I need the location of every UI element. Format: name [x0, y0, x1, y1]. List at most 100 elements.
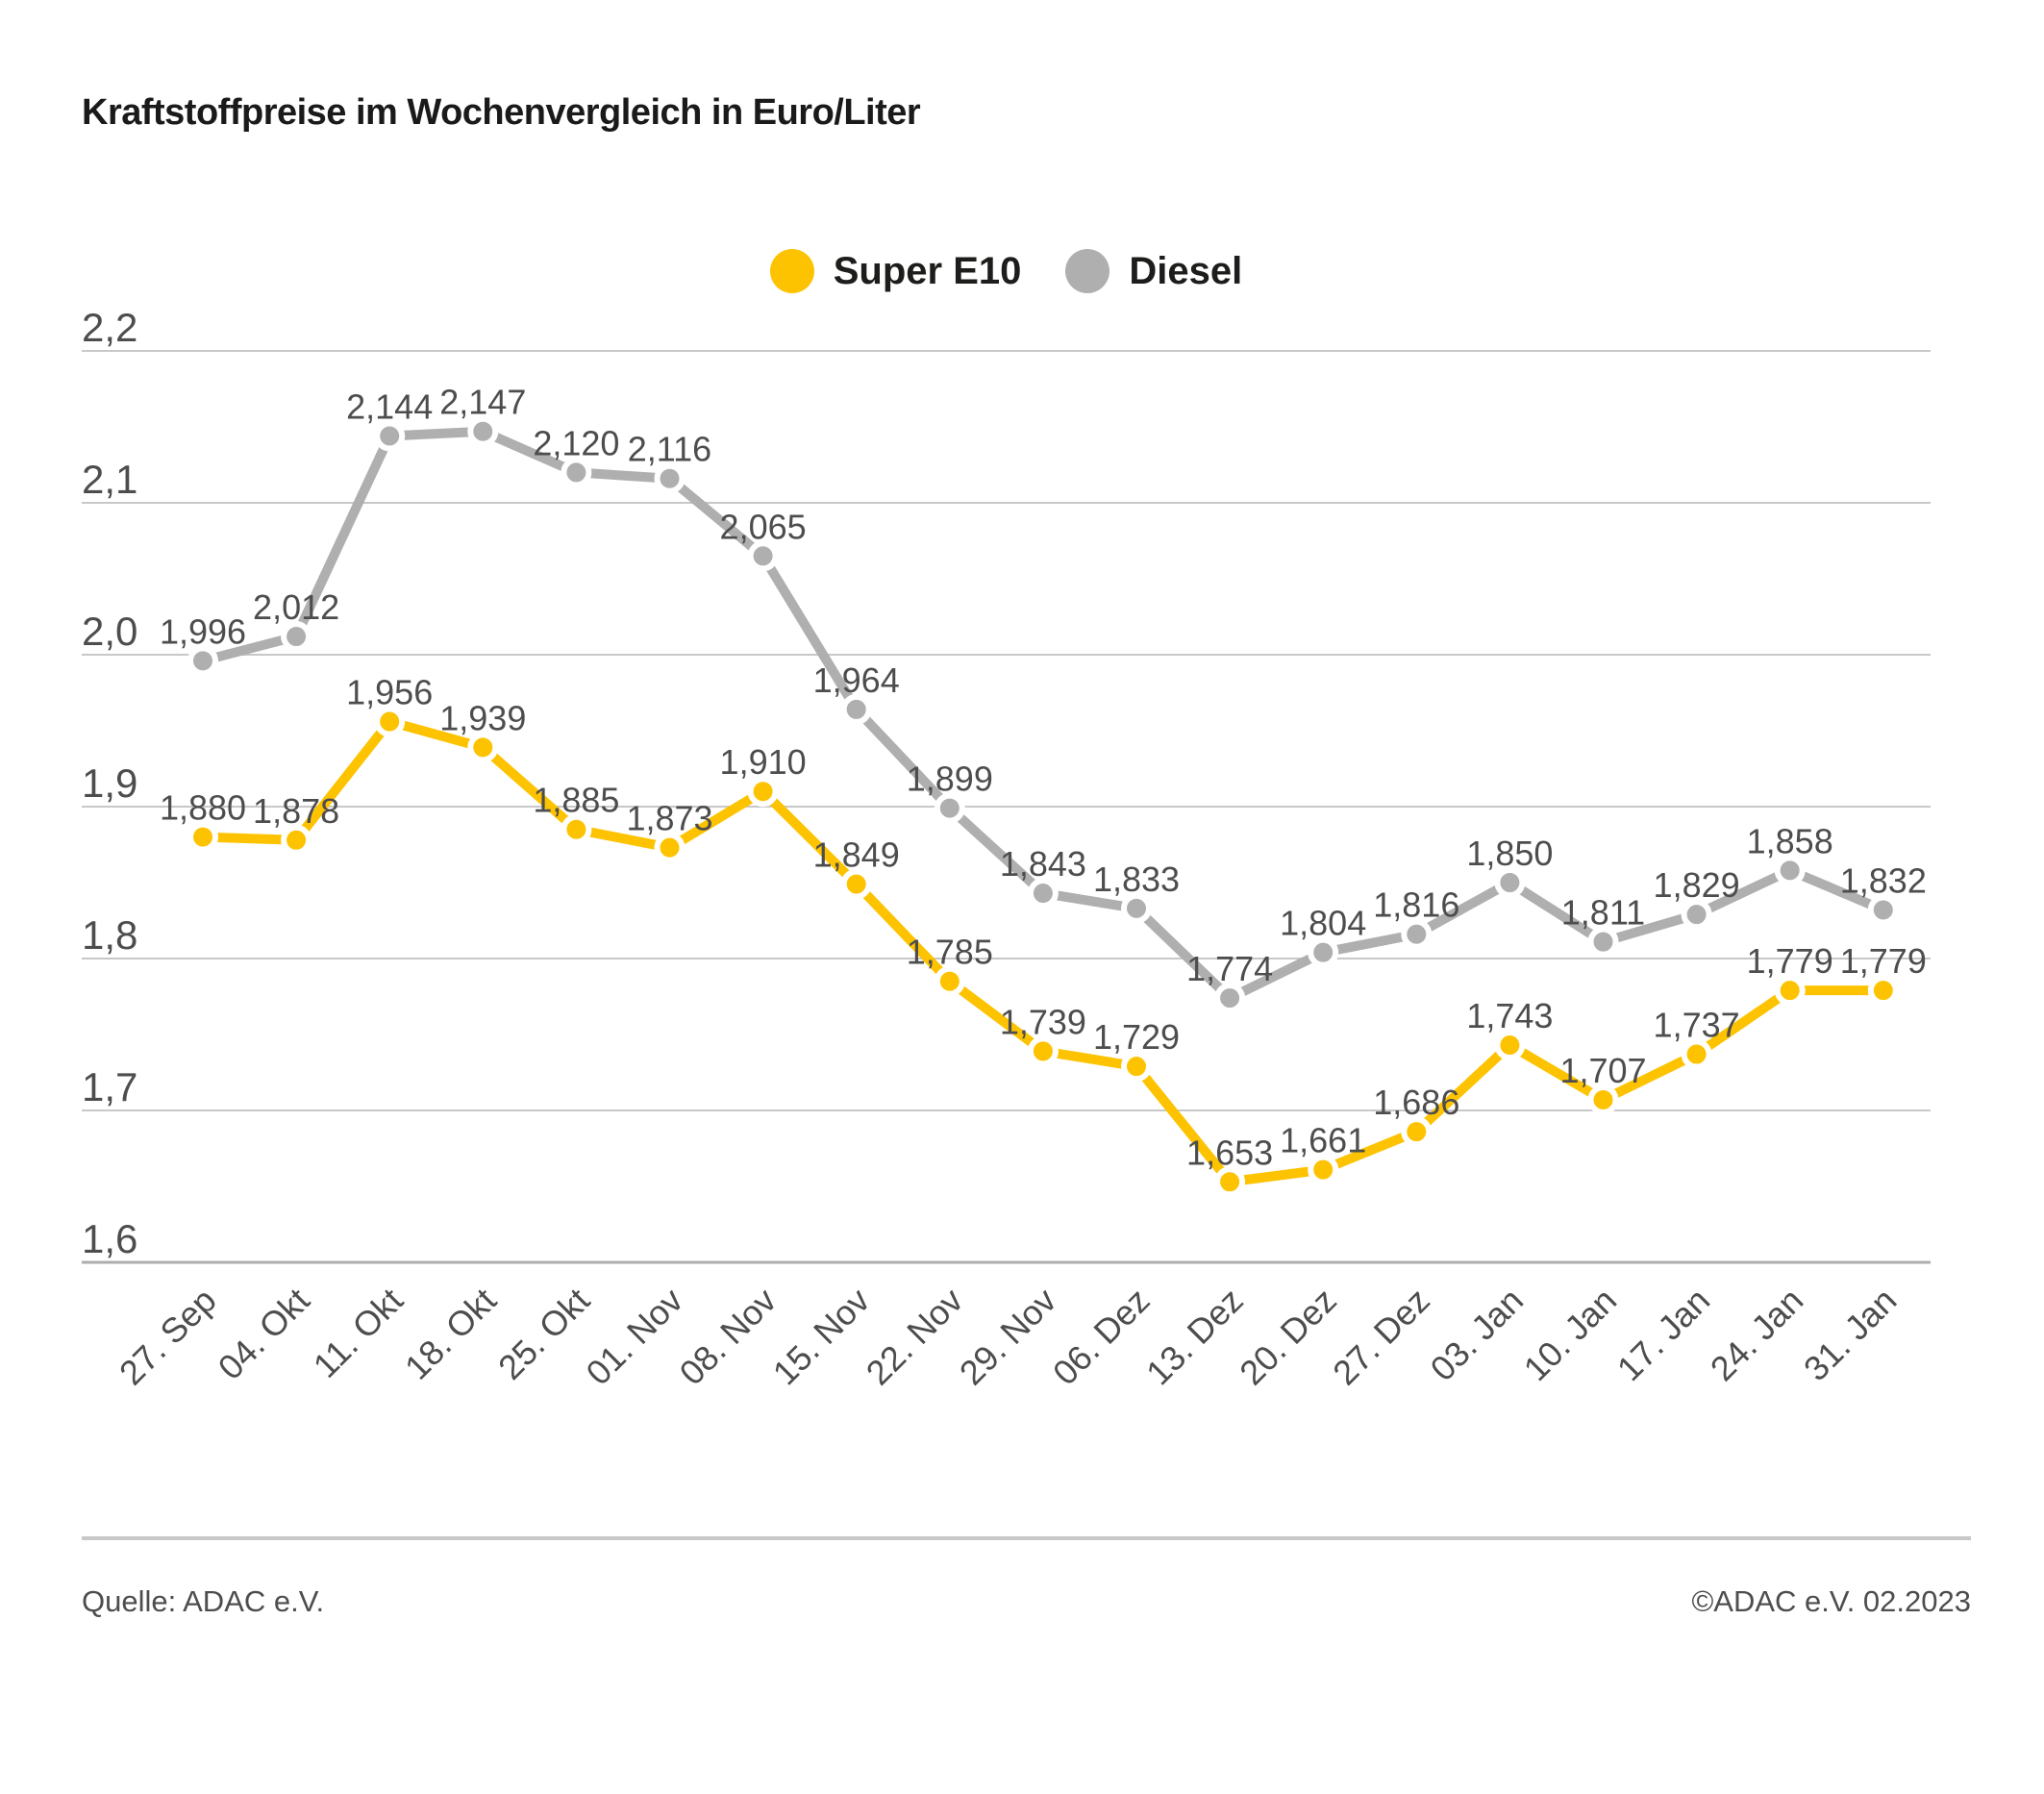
data-point-marker [1214, 1166, 1246, 1198]
data-point-marker [1587, 926, 1619, 958]
data-point-marker [1308, 936, 1339, 968]
x-tick-label: 24. Jan [1703, 1281, 1810, 1388]
data-point-label: 1,774 [1186, 949, 1273, 988]
x-tick-label: 27. Sep [112, 1281, 224, 1393]
y-tick-label: 2,2 [82, 305, 137, 350]
x-tick-label: 11. Okt [306, 1281, 411, 1385]
super-e10-dot-icon [769, 249, 814, 293]
copyright-note: ©ADAC e.V. 02.2023 [1691, 1584, 1971, 1618]
x-tick-label: 25. Okt [490, 1281, 597, 1387]
data-point-marker [374, 706, 406, 737]
data-point-marker [840, 868, 872, 900]
data-point-marker [1027, 1035, 1059, 1067]
data-point-marker [1867, 975, 1899, 1007]
x-tick-label: 20. Dez [1232, 1281, 1344, 1393]
y-tick-label: 1,7 [82, 1064, 137, 1109]
data-point-marker [1774, 855, 1806, 886]
data-point-label: 1,899 [907, 760, 993, 799]
data-point-marker [1027, 878, 1059, 909]
data-point-label: 1,910 [720, 742, 807, 782]
data-point-label: 1,843 [1000, 844, 1086, 884]
x-tick-label: 13. Dez [1138, 1281, 1251, 1393]
legend: Super E10 Diesel [82, 238, 1931, 304]
x-tick-label: 15. Nov [765, 1281, 878, 1393]
data-point-label: 1,880 [160, 788, 246, 828]
data-point-marker [934, 965, 965, 997]
x-tick-label: 08. Nov [672, 1281, 785, 1393]
data-point-label: 1,729 [1093, 1017, 1180, 1057]
chart-title: Kraftstoffpreise im Wochenvergleich in E… [82, 92, 921, 133]
legend-item-super-e10: Super E10 [769, 249, 1021, 293]
data-point-marker [1867, 894, 1899, 926]
data-point-label: 1,707 [1559, 1051, 1646, 1090]
data-point-label: 1,737 [1654, 1006, 1740, 1045]
data-point-label: 2,147 [439, 383, 526, 422]
data-point-marker [1214, 983, 1246, 1014]
x-tick-label: 31. Jan [1796, 1281, 1904, 1388]
data-point-marker [561, 813, 592, 845]
legend-label-diesel: Diesel [1129, 249, 1243, 292]
data-point-marker [1774, 975, 1806, 1007]
y-tick-label: 1,8 [82, 912, 137, 958]
data-point-label: 1,743 [1466, 996, 1553, 1035]
data-point-label: 1,816 [1373, 885, 1459, 925]
data-point-marker [934, 792, 965, 824]
data-point-label: 2,012 [253, 587, 339, 627]
x-tick-label: 27. Dez [1325, 1281, 1437, 1393]
data-point-marker [467, 732, 499, 763]
data-point-label: 1,956 [346, 673, 433, 712]
y-tick-label: 2,1 [82, 457, 137, 502]
data-point-marker [187, 821, 218, 853]
source-note: Quelle: ADAC e.V. [82, 1584, 325, 1618]
y-tick-label: 1,6 [82, 1216, 137, 1261]
data-point-label: 1,849 [813, 835, 900, 875]
data-point-marker [1494, 1030, 1526, 1061]
data-point-marker [374, 420, 406, 452]
x-tick-label: 10. Jan [1516, 1281, 1624, 1388]
x-tick-label: 06. Dez [1045, 1281, 1158, 1393]
data-point-label: 1,996 [160, 611, 246, 651]
data-point-label: 2,065 [720, 507, 807, 546]
data-point-marker [654, 832, 685, 863]
data-point-label: 1,653 [1186, 1133, 1273, 1172]
x-tick-label: 03. Jan [1423, 1281, 1531, 1388]
data-point-label: 1,885 [533, 781, 619, 820]
data-point-marker [1401, 1116, 1433, 1148]
data-point-marker [1587, 1084, 1619, 1115]
series-line-super-e10 [202, 716, 1883, 1187]
x-tick-label: 22. Nov [859, 1281, 971, 1393]
data-point-marker [1401, 918, 1433, 950]
data-point-marker [840, 693, 872, 725]
data-point-marker [1494, 867, 1526, 898]
data-point-marker [187, 645, 218, 677]
data-point-label: 1,661 [1280, 1121, 1366, 1160]
data-point-label: 1,785 [907, 933, 993, 972]
data-point-label: 1,779 [1840, 941, 1927, 981]
data-point-label: 1,858 [1747, 821, 1833, 860]
x-tick-label: 18. Okt [397, 1281, 504, 1387]
y-tick-label: 1,9 [82, 760, 137, 806]
x-tick-label: 29. Nov [952, 1281, 1064, 1393]
x-tick-label: 04. Okt [211, 1281, 317, 1387]
data-point-marker [1681, 1038, 1712, 1070]
data-point-label: 1,804 [1280, 904, 1366, 943]
data-point-label: 2,116 [628, 430, 711, 469]
data-point-marker [1681, 899, 1712, 931]
data-point-label: 1,873 [626, 799, 712, 838]
data-point-label: 1,878 [253, 791, 339, 831]
legend-item-diesel: Diesel [1065, 249, 1242, 293]
data-point-label: 1,811 [1561, 893, 1645, 933]
data-point-marker [1308, 1154, 1339, 1185]
diesel-dot-icon [1065, 249, 1110, 293]
data-point-marker [561, 457, 592, 488]
data-point-label: 1,964 [813, 660, 900, 700]
data-point-label: 1,832 [1840, 860, 1927, 900]
data-point-marker [1121, 892, 1152, 924]
data-point-marker [747, 776, 779, 808]
data-point-label: 1,739 [1000, 1002, 1086, 1041]
data-point-label: 2,120 [533, 423, 619, 462]
data-point-label: 1,686 [1373, 1083, 1459, 1122]
data-point-marker [281, 824, 312, 856]
data-point-marker [281, 621, 312, 653]
